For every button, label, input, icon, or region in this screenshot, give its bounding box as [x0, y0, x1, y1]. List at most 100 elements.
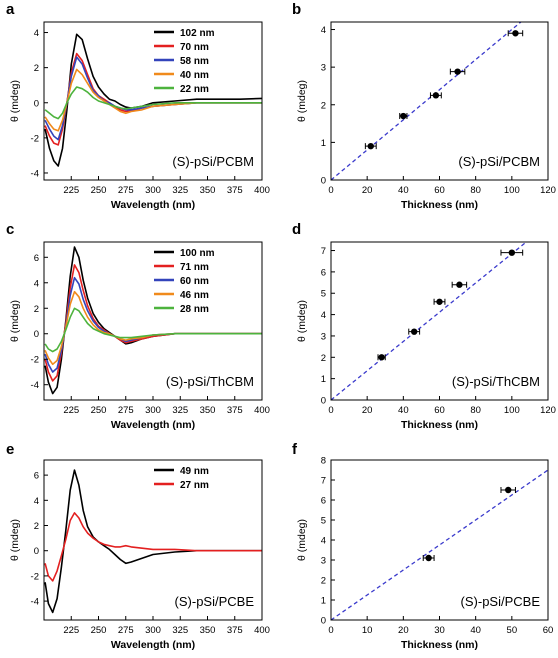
data-point-0	[378, 354, 385, 361]
sample-annotation: (S)-pSi/ThCBM	[452, 374, 540, 389]
chart-panel-f: f 0 10 20 30 40 50 60 0 1 2 3 4 5 6 7 8 Thickness (nm) θ (…	[292, 441, 553, 651]
y-tick-label: -2	[31, 571, 39, 582]
y-tick-label: 0	[321, 176, 326, 187]
x-tick-label: 325	[172, 185, 188, 196]
data-point-2	[432, 92, 440, 99]
y-tick-label: 6	[321, 267, 326, 278]
y-tick-label: 2	[321, 353, 326, 364]
legend: 102 nm 70 nm 58 nm 40 nm 22 nm	[154, 28, 215, 95]
x-tick-label: 275	[118, 185, 134, 196]
legend-label: 27 nm	[180, 480, 209, 491]
series-line-1	[44, 512, 262, 582]
y-tick-label: 2	[34, 521, 39, 532]
x-tick-label: 0	[328, 405, 333, 416]
x-tick-label: 300	[145, 625, 161, 636]
panel-letter: d	[292, 221, 301, 238]
data-point-2	[436, 298, 443, 305]
sample-annotation: (S)-pSi/PCBE	[175, 594, 255, 609]
x-tick-label: 375	[227, 625, 243, 636]
legend: 49 nm 27 nm	[154, 466, 209, 491]
series-line-2	[44, 276, 262, 373]
x-tick-label: 20	[362, 405, 373, 416]
x-tick-label: 275	[118, 405, 134, 416]
y-tick-label: 4	[34, 496, 39, 507]
y-tick-label: 0	[34, 329, 39, 340]
data-point-4	[508, 249, 516, 256]
data-point-0	[425, 554, 432, 562]
x-tick-label: 20	[362, 185, 373, 196]
x-tick-label: 120	[540, 185, 556, 196]
x-axis-label: Wavelength (nm)	[111, 419, 195, 431]
legend-label: 58 nm	[180, 56, 209, 67]
chart-panel-c: c 225 250 275 300 325 350 375 400 -4 -2 0 2 4 6 Wavelen…	[6, 221, 270, 431]
x-axis-label: Wavelength (nm)	[111, 199, 195, 211]
data-point-0	[367, 142, 374, 150]
x-tick-label: 400	[254, 405, 270, 416]
panel-letter: a	[6, 1, 15, 18]
x-tick-label: 40	[398, 185, 409, 196]
y-tick-label: 5	[321, 289, 326, 300]
x-tick-label: 225	[63, 405, 79, 416]
data-point-4	[512, 30, 519, 37]
fit-line	[331, 469, 548, 620]
panel-letter: f	[292, 441, 298, 458]
plot-area	[331, 22, 524, 180]
y-tick-label: 0	[34, 546, 39, 557]
x-tick-label: 400	[254, 185, 270, 196]
y-tick-label: -4	[31, 168, 39, 179]
sample-annotation: (S)-pSi/PCBE	[461, 594, 541, 609]
x-tick-label: 100	[504, 405, 520, 416]
data-point-1	[400, 112, 407, 120]
x-tick-label: 350	[200, 625, 216, 636]
x-tick-label: 30	[434, 625, 445, 636]
series-line-0	[44, 469, 262, 614]
series-line-4	[44, 86, 262, 120]
y-tick-label: 2	[321, 576, 326, 587]
y-axis-label: θ (mdeg)	[296, 519, 308, 561]
fit-line	[331, 22, 522, 180]
legend-label: 60 nm	[180, 276, 209, 287]
y-tick-label: 3	[321, 63, 326, 74]
x-axis-label: Thickness (nm)	[401, 419, 478, 431]
legend: 100 nm 71 nm 60 nm 46 nm 28 nm	[154, 248, 215, 315]
x-tick-label: 325	[172, 405, 188, 416]
y-tick-label: 1	[321, 138, 326, 149]
y-tick-label: 2	[34, 63, 39, 74]
plot-area	[44, 246, 262, 395]
panel-letter: e	[6, 441, 14, 458]
data-point-3	[456, 281, 463, 288]
y-tick-label: 7	[321, 246, 326, 257]
y-axis-label: θ (mdeg)	[9, 300, 21, 342]
x-tick-label: 375	[227, 185, 243, 196]
y-tick-label: 6	[321, 496, 326, 507]
x-tick-label: 60	[543, 625, 554, 636]
y-axis-label: θ (mdeg)	[296, 300, 308, 342]
panel-letter: b	[292, 1, 301, 18]
plot-area	[331, 242, 527, 400]
y-tick-label: 2	[321, 100, 326, 111]
data-point-1	[505, 486, 512, 494]
panel-letter: c	[6, 221, 14, 238]
x-tick-label: 300	[145, 405, 161, 416]
legend-label: 49 nm	[180, 466, 209, 477]
x-tick-label: 10	[362, 625, 373, 636]
legend-label: 46 nm	[180, 290, 209, 301]
x-axis-label: Thickness (nm)	[401, 199, 478, 211]
chart-panel-e: e 225 250 275 300 325 350 375 400 -4 -2 0 2 4 6 Wavelen…	[6, 441, 270, 651]
y-tick-label: 4	[321, 310, 326, 321]
legend-label: 28 nm	[180, 304, 209, 315]
data-point-3	[454, 68, 461, 75]
y-axis-label: θ (mdeg)	[296, 80, 308, 122]
y-tick-label: -4	[31, 380, 39, 391]
x-tick-label: 250	[91, 405, 107, 416]
y-tick-label: 7	[321, 476, 326, 487]
y-tick-label: 1	[321, 596, 326, 607]
legend-label: 100 nm	[180, 248, 215, 259]
y-tick-label: 0	[321, 396, 326, 407]
data-point-1	[410, 328, 418, 335]
y-tick-label: 0	[34, 98, 39, 109]
y-tick-label: 5	[321, 516, 326, 527]
y-tick-label: -4	[31, 597, 39, 608]
chart-panel-b: b 0 20 40 60 80 100 120 0 1 2 3 4 Thickness (nm) θ (md…	[292, 1, 556, 211]
x-axis-label: Wavelength (nm)	[111, 639, 195, 651]
